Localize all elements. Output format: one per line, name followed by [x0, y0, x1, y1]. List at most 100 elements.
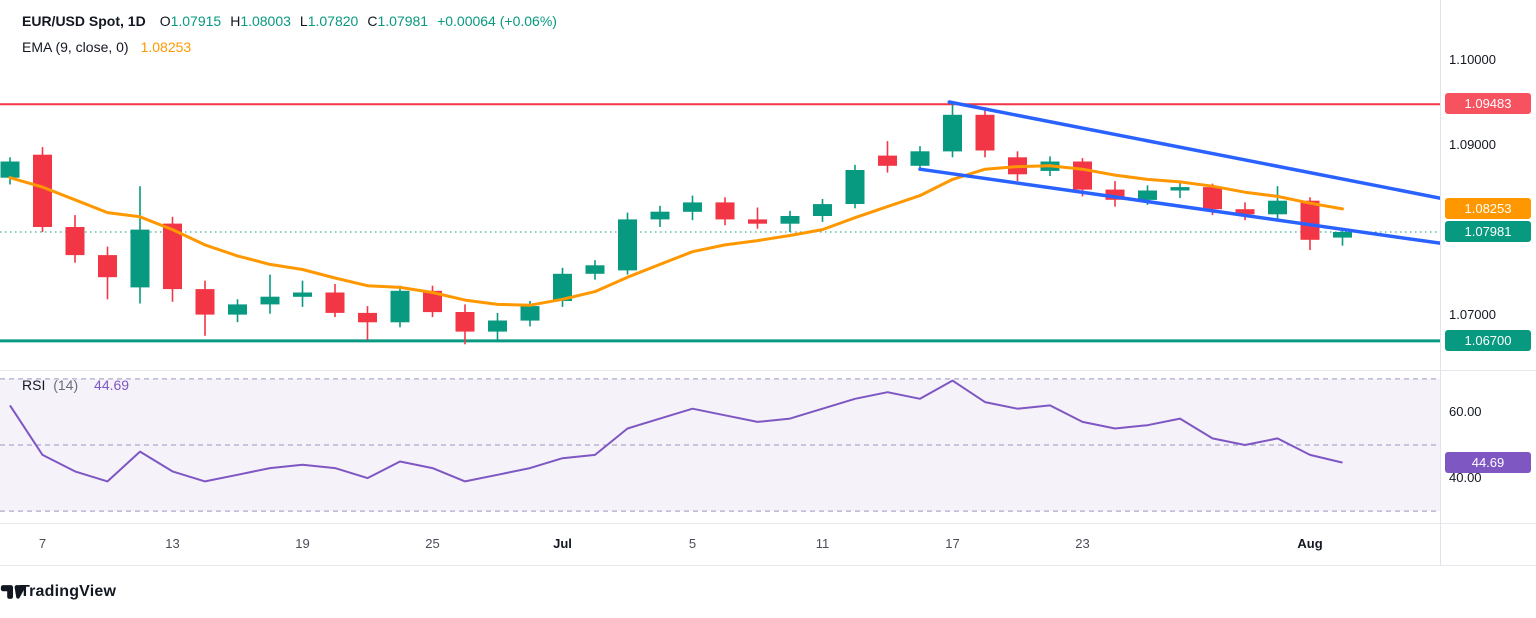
- candle-body: [98, 255, 117, 278]
- candle-body: [228, 304, 247, 315]
- candle: [845, 164, 865, 209]
- candle: [423, 285, 442, 318]
- candle: [488, 312, 507, 341]
- rsi-pane[interactable]: [0, 373, 1440, 521]
- candle: [1235, 202, 1255, 221]
- candle-body: [488, 320, 507, 332]
- price-scale[interactable]: 1.10000 1.09000 1.07000 1.09483 1.08253 1.079…: [1440, 0, 1536, 565]
- price-pane[interactable]: [0, 0, 1440, 369]
- candle-body: [33, 154, 52, 227]
- candle-body: [1333, 232, 1352, 238]
- candle-body: [293, 292, 312, 297]
- candle: [618, 212, 637, 275]
- candle-body: [390, 290, 410, 323]
- rsi-axis-label: 40.00: [1449, 470, 1482, 485]
- time-label-aug: Aug: [1297, 536, 1323, 551]
- candle-body: [748, 219, 767, 224]
- pane-divider[interactable]: [0, 370, 1536, 371]
- time-label-19: 19: [295, 536, 310, 551]
- candle-body: [683, 202, 702, 212]
- rsi-value-tag: 44.69: [1445, 452, 1531, 473]
- candle-body: [195, 289, 215, 315]
- candle: [780, 210, 800, 233]
- candle-body: [520, 306, 540, 321]
- candle-body: [163, 223, 182, 290]
- candle: [228, 299, 247, 323]
- ohlc-c: C1.07981: [367, 13, 429, 29]
- candle-body: [358, 312, 377, 323]
- candle: [585, 260, 605, 280]
- candle-body: [975, 114, 995, 151]
- ohlc-o: O1.07915: [159, 13, 222, 29]
- footer-divider: [0, 565, 1536, 566]
- time-label-17: 17: [945, 536, 960, 551]
- candle: [650, 205, 670, 227]
- candle-body: [943, 114, 962, 152]
- candle: [65, 215, 85, 263]
- last-price-tag: 1.07981: [1445, 221, 1531, 242]
- candle-body: [1105, 189, 1125, 200]
- candle-body: [585, 265, 605, 274]
- candle-body: [1138, 190, 1157, 200]
- change-value: +0.00064 (+0.06%): [437, 13, 557, 29]
- rsi-value: 44.69: [94, 377, 130, 393]
- tradingview-icon: [0, 585, 26, 599]
- candle: [195, 280, 215, 336]
- candle-body: [130, 229, 150, 288]
- candle: [683, 195, 702, 221]
- ohlc-l: L1.07820: [299, 13, 359, 29]
- time-label-7: 7: [38, 536, 47, 551]
- ema-line[interactable]: [8, 164, 1344, 307]
- candle-body: [1235, 209, 1255, 215]
- time-label-23: 23: [1075, 536, 1090, 551]
- candle-body: [813, 204, 832, 216]
- ema-value: 1.08253: [140, 39, 192, 55]
- rsi-params: (14): [53, 377, 79, 393]
- rsi-axis-label: 60.00: [1449, 404, 1482, 419]
- price-axis-label: 1.07000: [1449, 307, 1496, 322]
- candle-body: [1170, 187, 1190, 191]
- price-axis-label: 1.10000: [1449, 52, 1496, 67]
- candle: [33, 147, 52, 233]
- candle-body: [878, 155, 897, 166]
- time-label-5: 5: [688, 536, 697, 551]
- legend-row-ema: EMA (9, close, 0) 1.08253: [22, 34, 557, 60]
- legend-row-symbol: EUR/USD Spot, 1D O1.07915 H1.08003 L1.0782…: [22, 8, 557, 34]
- channel-upper-trendline[interactable]: [947, 100, 1440, 200]
- ema-label: EMA (9, close, 0): [22, 39, 129, 55]
- candle-body: [423, 290, 442, 313]
- symbol-title: EUR/USD Spot, 1D: [22, 13, 146, 29]
- candle-body: [715, 202, 735, 220]
- ohlc-h: H1.08003: [230, 13, 291, 29]
- candle-body: [553, 273, 572, 301]
- candle-body: [455, 312, 475, 332]
- rsi-legend: RSI (14) 44.69: [22, 377, 129, 393]
- candle: [0, 157, 20, 185]
- time-label-jul: Jul: [553, 536, 572, 551]
- candle-body: [618, 219, 637, 271]
- time-axis[interactable]: 7 13 19 25 Jul 5 11 17 23 Aug: [0, 523, 1440, 565]
- rsi-label: RSI: [22, 377, 46, 393]
- candle-body: [650, 211, 670, 220]
- candle-body: [1268, 200, 1287, 215]
- channel-lower-trendline[interactable]: [918, 167, 1440, 245]
- candle: [748, 207, 767, 229]
- candle-body: [780, 216, 800, 224]
- resistance-price-tag: 1.09483: [1445, 93, 1531, 114]
- tradingview-logo[interactable]: TradingView: [0, 583, 116, 601]
- candle: [878, 141, 897, 173]
- candle-body: [65, 227, 85, 256]
- candle-body: [1073, 161, 1092, 190]
- rsi-line[interactable]: [9, 379, 1343, 483]
- ohlc-values: O1.07915 H1.08003 L1.07820 C1.07981: [160, 13, 437, 29]
- candle: [1170, 181, 1190, 199]
- time-label-13: 13: [165, 536, 180, 551]
- candle-body: [845, 170, 865, 204]
- candle: [910, 146, 930, 171]
- footer: TradingView: [0, 566, 1536, 618]
- symbol-legend: EUR/USD Spot, 1D O1.07915 H1.08003 L1.0782…: [22, 8, 557, 60]
- candle: [1333, 230, 1352, 246]
- candle: [293, 280, 312, 307]
- candle: [1268, 186, 1287, 221]
